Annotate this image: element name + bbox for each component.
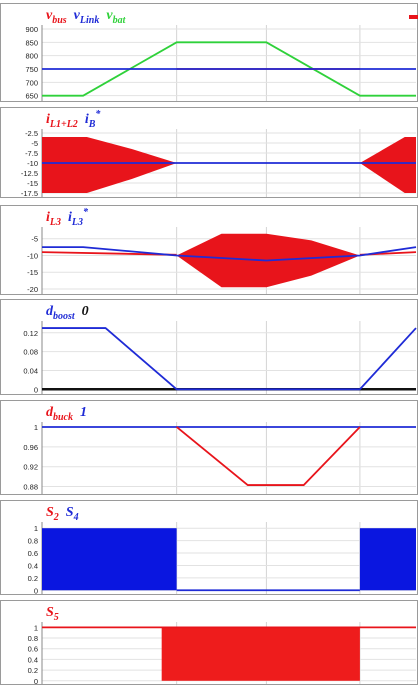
- panel-frame: [0, 400, 418, 495]
- y-tick-label: -15: [27, 179, 38, 188]
- panel-label: iL1+L2​iB​*​: [46, 109, 101, 130]
- y-tick-label: 0.6: [28, 549, 38, 558]
- panel-7: 0 0.2 0.40.6 0.8 1 S5​: [0, 600, 418, 686]
- y-tick-label: -2.5: [25, 129, 38, 138]
- panel-label: vbus​vLink​vbat​: [46, 8, 127, 26]
- y-tick-label: 0.8: [28, 634, 38, 643]
- y-tick-label: 0.2: [28, 666, 38, 675]
- y-tick-label: -5: [31, 235, 38, 244]
- y-tick-label: 0.04: [23, 366, 38, 375]
- y-tick-label: 0: [34, 677, 38, 686]
- y-tick-label: -10: [27, 251, 38, 260]
- y-tick-label: 0.4: [28, 655, 38, 664]
- panel-3: -5 -10 -15 -20 iL3​iL3​*​: [0, 205, 418, 295]
- y-tick-label: -12.5: [21, 169, 38, 178]
- y-tick-label: 0.96: [23, 443, 38, 452]
- panel-label: dboost​0: [46, 304, 89, 322]
- y-tick-label: 850: [25, 38, 38, 47]
- panel-6: 0 0.2 0.4 0.6 0.8 1 S2​S4​: [0, 500, 418, 595]
- pulse-block: [359, 528, 416, 591]
- series-line: [42, 41, 416, 97]
- series-line: [42, 246, 417, 262]
- y-tick-label: 0.92: [23, 463, 38, 472]
- y-tick-label: 1: [34, 524, 38, 533]
- y-tick-label: -15: [27, 268, 38, 277]
- envelope-band: [359, 137, 416, 193]
- panel-label: iL3​iL3​*​: [46, 207, 89, 228]
- y-tick-label: -20: [27, 285, 38, 294]
- y-tick-label: 650: [25, 92, 38, 101]
- panel-label: S5​: [46, 605, 59, 623]
- panel-label: S2​S4​: [46, 505, 79, 523]
- y-tick-label: 0.12: [23, 329, 38, 338]
- y-tick-label: -17.5: [21, 189, 38, 198]
- panel-2: -2.5-5-7.5-10-12.5-15-17.5 iL1+L2​iB​*​: [0, 107, 418, 198]
- panel-label: dbuck​1: [46, 405, 87, 423]
- y-tick-label: 700: [25, 78, 38, 87]
- y-tick-label: -7.5: [25, 149, 38, 158]
- y-tick-label: 1: [34, 423, 38, 432]
- panel-frame: [0, 3, 418, 102]
- pulse-block: [161, 627, 360, 681]
- panel-5: 0.88 0.92 0.96 1 dbuck​1: [0, 400, 418, 495]
- panel-1: 650 700 750 800 850 900 vbus​vLink​vbat​: [0, 3, 418, 102]
- y-tick-label: 800: [25, 52, 38, 61]
- series-line: [42, 327, 417, 391]
- y-tick-label: 750: [25, 65, 38, 74]
- y-tick-label: -5: [31, 139, 38, 148]
- y-tick-label: 0.88: [23, 483, 38, 492]
- y-tick-label: -10: [27, 159, 38, 168]
- y-tick-label: 0: [34, 586, 38, 595]
- y-tick-label: 0: [34, 385, 38, 394]
- envelope-band: [42, 137, 177, 193]
- y-tick-label: 0.4: [28, 561, 38, 570]
- y-tick-label: 1: [34, 623, 38, 632]
- y-tick-label: 0.08: [23, 348, 38, 357]
- y-tick-label: 0.2: [28, 574, 38, 583]
- panel-frame: [0, 299, 418, 395]
- legend-marker: [409, 15, 418, 19]
- series-line: [176, 426, 361, 486]
- y-tick-label: 0.6: [28, 645, 38, 654]
- pulse-block: [42, 528, 177, 591]
- y-tick-label: 900: [25, 25, 38, 34]
- y-tick-label: 0.8: [28, 537, 38, 546]
- panel-4: 0 0.04 0.08 0.12 dboost​0: [0, 299, 418, 395]
